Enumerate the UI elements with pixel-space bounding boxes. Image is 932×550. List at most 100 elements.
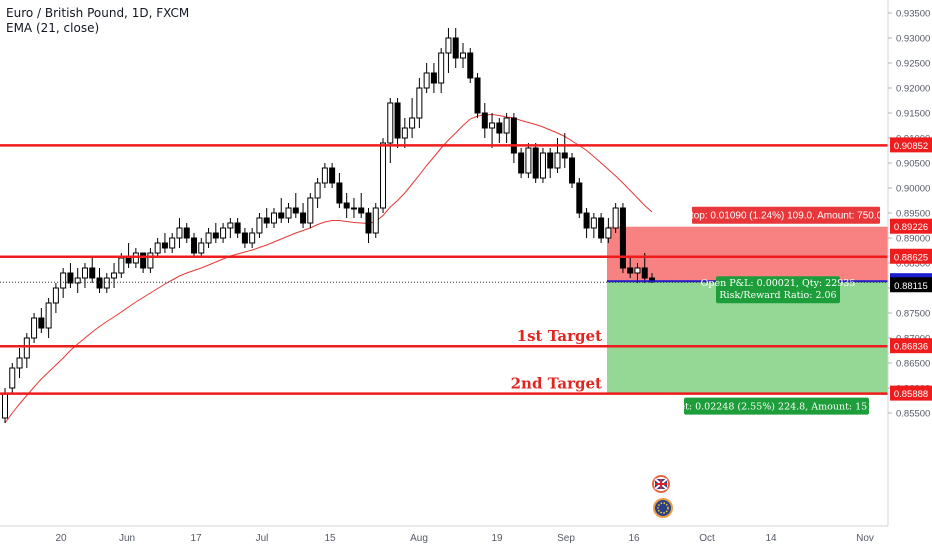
target-annotation: 2nd Target xyxy=(511,375,602,393)
price-tick-label: 0.85500 xyxy=(896,409,930,420)
price-axis[interactable]: 0.855000.860000.865000.870000.875000.880… xyxy=(887,0,932,526)
candle-body xyxy=(96,277,103,289)
candle-body xyxy=(576,182,583,214)
candle-body xyxy=(641,267,648,279)
target-info-text: Target: 0.02248 (2.55%) 224.8, Amount: 1… xyxy=(658,402,895,413)
indicator-label[interactable]: EMA (21, close) xyxy=(6,21,100,35)
candle-body xyxy=(147,252,154,269)
candle-body xyxy=(60,272,67,289)
time-tick-label: Oct xyxy=(699,533,715,544)
current-price-tag: 0.88115 xyxy=(894,281,928,292)
candle-body xyxy=(627,267,634,274)
candle-body xyxy=(329,167,336,184)
candle-body xyxy=(438,52,445,84)
time-tick-label: 16 xyxy=(628,533,640,544)
candle-body xyxy=(387,102,394,144)
time-tick-label: Nov xyxy=(856,533,874,544)
candle-body xyxy=(445,37,452,54)
candle-body xyxy=(590,217,597,229)
candle-body xyxy=(125,257,132,264)
candle-body xyxy=(205,232,212,244)
candle-body xyxy=(278,212,285,219)
candle-body xyxy=(365,212,372,234)
candle-body xyxy=(198,242,205,254)
candle-body xyxy=(503,117,510,134)
time-tick-label: Jun xyxy=(119,533,135,544)
candle-body xyxy=(103,277,110,289)
candle-body xyxy=(409,117,416,129)
candle-body xyxy=(118,257,125,274)
price-tick-label: 0.88500 xyxy=(896,259,930,270)
candle-body xyxy=(2,392,8,419)
level-price-tag: 0.85888 xyxy=(894,389,928,400)
stop-info-text: Stop: 0.01090 (1.24%) 109.0, Amount: 750… xyxy=(684,211,888,222)
time-tick-label: 14 xyxy=(765,533,777,544)
price-tick-label: 0.91500 xyxy=(896,109,930,120)
time-tick-label: 19 xyxy=(491,533,503,544)
candle-body xyxy=(554,152,561,169)
current-price-tag-bg xyxy=(890,277,932,293)
candle-body xyxy=(459,52,466,59)
price-tick-label: 0.86500 xyxy=(896,359,930,370)
candle-body xyxy=(111,272,118,279)
candle-body xyxy=(612,207,619,229)
event-icons[interactable] xyxy=(652,475,673,518)
candle-body xyxy=(212,232,219,239)
chart-legend: Euro / British Pound, 1D, FXCM EMA (21, … xyxy=(6,6,189,36)
candle-body xyxy=(539,152,546,179)
time-tick-label: 20 xyxy=(55,533,67,544)
candle-body xyxy=(74,277,81,284)
candle-body xyxy=(45,302,52,329)
price-tick-label: 0.90500 xyxy=(896,159,930,170)
candle-body xyxy=(9,367,16,389)
candle-body xyxy=(416,87,423,119)
candle-body xyxy=(430,72,437,84)
candle-body xyxy=(169,237,176,249)
level-price-tag-bg xyxy=(890,385,932,401)
stop-loss-zone xyxy=(607,226,888,282)
candle-body xyxy=(350,207,357,210)
candle-body xyxy=(605,227,612,239)
symbol-title[interactable]: Euro / British Pound, 1D, FXCM xyxy=(6,6,190,20)
candle-body xyxy=(343,202,350,209)
level-price-tag: 0.90852 xyxy=(894,141,928,152)
eu-flag-event-icon[interactable] xyxy=(653,498,673,518)
candle-body xyxy=(183,227,190,239)
pnl-info-box xyxy=(716,276,840,304)
candle-body xyxy=(518,152,525,174)
candle-body xyxy=(394,102,401,139)
candle-body xyxy=(314,182,321,199)
candle-body xyxy=(321,167,328,184)
price-tick-label: 0.93000 xyxy=(896,34,930,45)
candle-body xyxy=(569,157,576,184)
candle-body xyxy=(634,267,641,274)
candle-body xyxy=(52,287,59,304)
level-price-tag-bg xyxy=(890,248,932,264)
target-info-box xyxy=(684,397,869,415)
candle-body xyxy=(38,317,45,329)
candle-body xyxy=(467,52,474,79)
uk-flag-event-icon[interactable] xyxy=(652,475,670,493)
chart-annotations: 1st Target 2nd Target Stop: 0.01090 (1.24%… xyxy=(511,206,895,415)
time-axis[interactable]: 20 Jun 17 Jul 15 Aug 19 Sep 16 Oct 14 Nov xyxy=(0,525,888,544)
price-tick-label: 0.89000 xyxy=(896,234,930,245)
price-tick-label: 0.90000 xyxy=(896,184,930,195)
price-tick-label: 0.89500 xyxy=(896,209,930,220)
risk-reward-text: Risk/Reward Ratio: 2.06 xyxy=(719,290,836,301)
candle-body xyxy=(270,212,277,224)
candle-body xyxy=(474,77,481,114)
time-tick-label: Sep xyxy=(557,533,575,544)
candle-body xyxy=(300,212,307,224)
price-tick-label: 0.92500 xyxy=(896,59,930,70)
candle-body xyxy=(481,112,488,129)
candle-body xyxy=(161,242,168,249)
candle-body xyxy=(31,317,38,339)
candles-group xyxy=(2,28,655,423)
candle-body xyxy=(16,357,23,369)
candle-body xyxy=(307,197,314,224)
candle-body xyxy=(510,117,517,154)
candle-body xyxy=(525,147,532,174)
candle-body xyxy=(176,227,183,239)
